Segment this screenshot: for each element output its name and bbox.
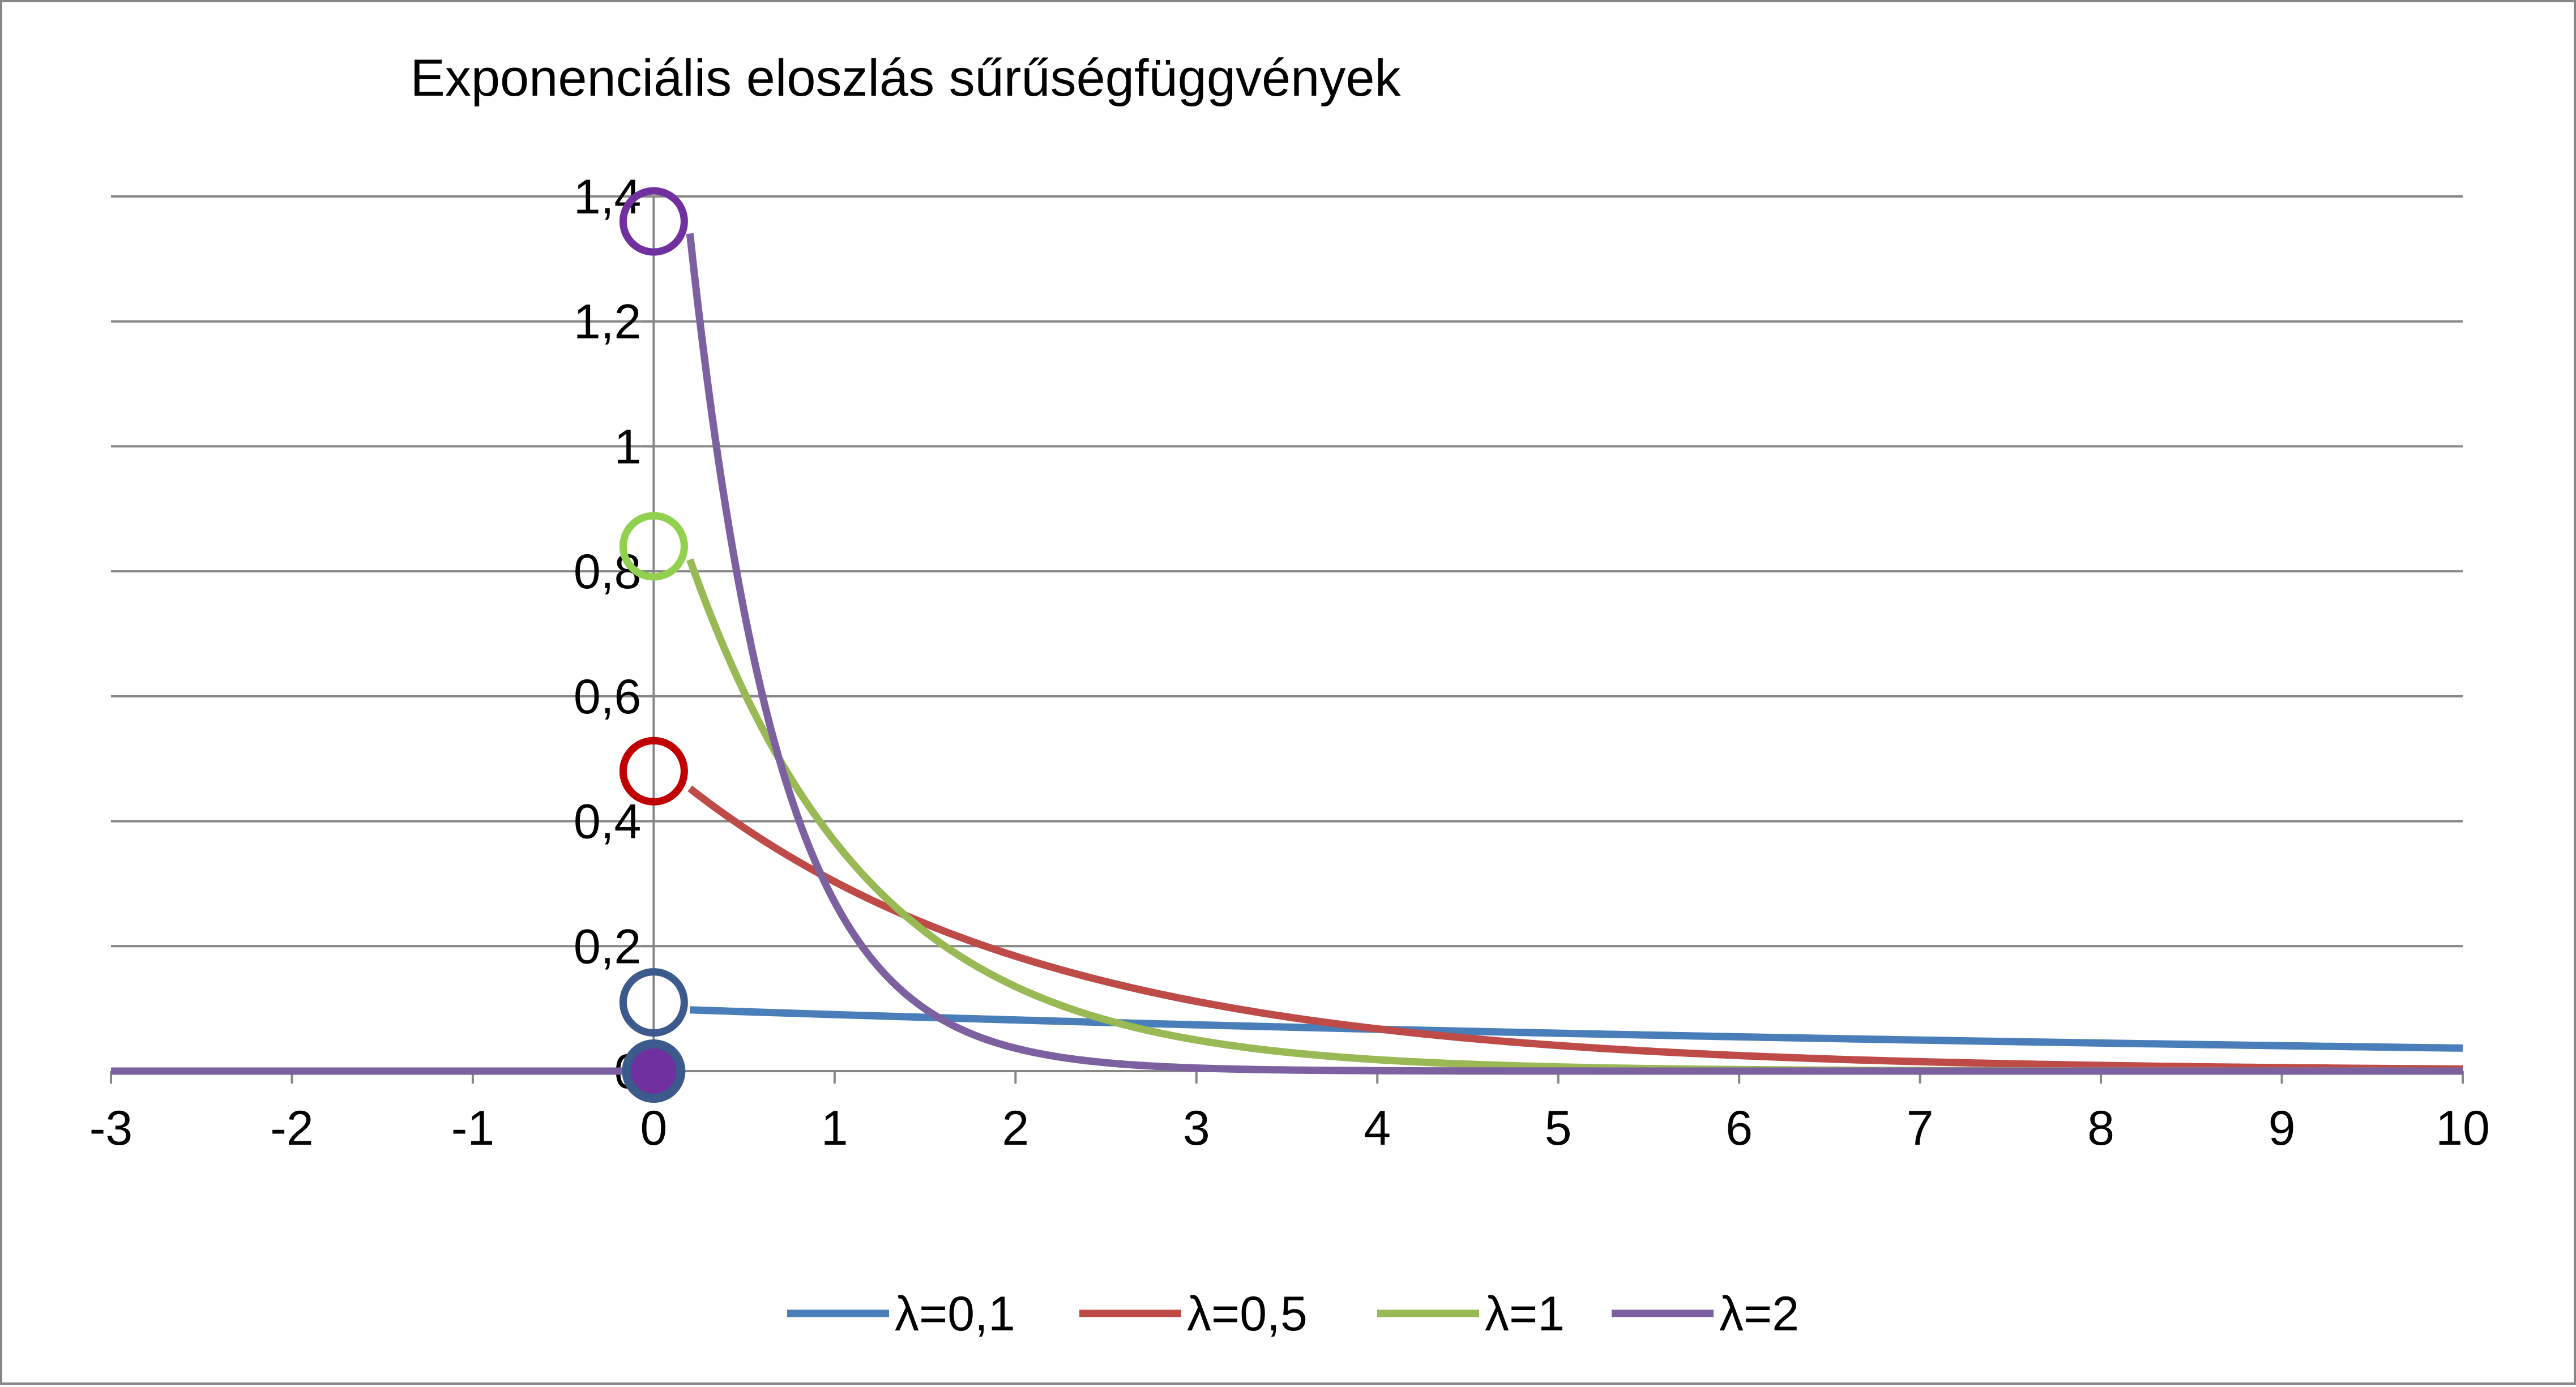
grid-layer xyxy=(111,195,2463,948)
marker-layer xyxy=(619,187,688,1103)
x-tick-label: -3 xyxy=(89,1101,133,1155)
legend-label-1: λ=0,1 xyxy=(895,1287,1015,1341)
series-line-1 xyxy=(690,1006,2463,1052)
y-tick-label: 0,8 xyxy=(574,545,642,599)
open-marker-2 xyxy=(619,737,688,806)
y-tick-label: 0,4 xyxy=(574,795,642,849)
x-tick-label: 4 xyxy=(1364,1101,1391,1155)
series-layer xyxy=(111,233,2463,1075)
legend-label-2: λ=0,5 xyxy=(1187,1287,1308,1341)
x-tick-label: 10 xyxy=(2436,1101,2490,1155)
x-tick-label: -1 xyxy=(451,1101,494,1155)
open-marker-1 xyxy=(619,968,688,1037)
x-tick-label: 3 xyxy=(1183,1101,1210,1155)
x-tick-label: 9 xyxy=(2269,1101,2296,1155)
y-tick-label: 0,6 xyxy=(574,670,642,724)
legend-label-3: λ=1 xyxy=(1485,1287,1565,1341)
x-tick-label: 7 xyxy=(1907,1101,1934,1155)
legend-label-4: λ=2 xyxy=(1719,1287,1799,1341)
x-tick-label: -2 xyxy=(270,1101,313,1155)
chart-title: Exponenciális eloszlás sűrűségfüggvények xyxy=(410,49,1401,107)
y-tick-label: 0,2 xyxy=(574,919,642,974)
y-tick-label: 1,2 xyxy=(574,295,642,349)
series-line-4 xyxy=(686,233,2463,1075)
series-line-2 xyxy=(687,785,2463,1073)
x-tick-label: 6 xyxy=(1725,1101,1753,1155)
x-tick-label: 0 xyxy=(640,1101,667,1155)
open-marker-3 xyxy=(619,512,688,581)
legend-layer: λ=0,1 λ=0,5 λ=1 λ=2 xyxy=(787,1287,1799,1341)
open-marker-4 xyxy=(619,187,688,256)
series-line-3 xyxy=(686,558,2463,1075)
x-tick-label: 5 xyxy=(1545,1101,1572,1155)
x-tick-label: 2 xyxy=(1002,1101,1029,1155)
x-tick-label: 1 xyxy=(821,1101,848,1155)
y-tick-label: 1 xyxy=(614,419,642,474)
x-tick-label: 8 xyxy=(2087,1101,2114,1155)
filled-origin-marker xyxy=(622,1039,686,1103)
